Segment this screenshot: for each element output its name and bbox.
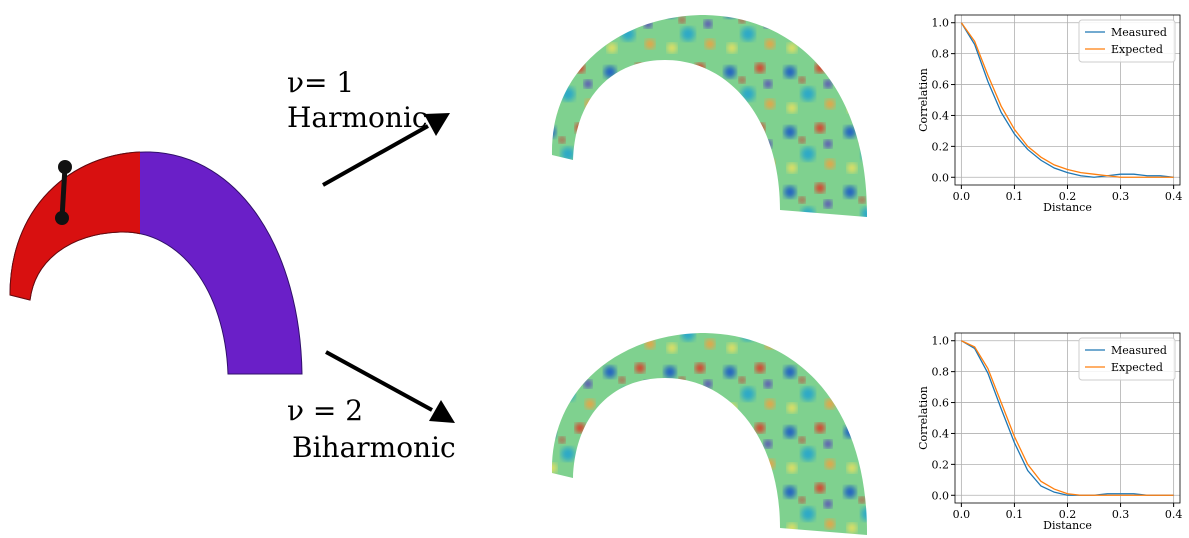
charts: 0.0 0.2 0.4 0.6 0.8 1.0 0.0 0.1 0.2 0.3 0.4 Distanc… [917,15,1182,532]
y-tick-label: 0.8 [932,366,950,379]
y-tick-label: 0.0 [932,171,950,184]
x-tick-label: 0.3 [1112,190,1130,203]
y-tick-label: 0.4 [932,427,950,440]
y-tick-label: 0.2 [932,458,950,471]
legend-label: Expected [1111,361,1163,374]
x-axis-label: Distance [1043,519,1092,532]
x-tick-label: 0.4 [1165,508,1183,521]
y-tick-label: 0.4 [932,109,950,122]
y-tick-label: 0.6 [932,79,950,92]
y-tick-label: 1.0 [932,17,950,30]
y-axis-label: Correlation [917,386,930,450]
method-label: Biharmonic [292,431,456,464]
x-tick-label: 0.0 [953,190,971,203]
nu-label: ν= 1 [287,66,354,99]
x-tick-label: 0.4 [1165,190,1183,203]
field-surface [552,333,867,535]
field-surface [552,15,867,217]
legend-label: Measured [1111,26,1167,39]
method-label: Harmonic [287,101,428,134]
x-tick-label: 0.3 [1112,508,1130,521]
nu-label: ν = 2 [287,394,363,427]
y-tick-label: 0.6 [932,397,950,410]
arrows [323,113,455,423]
figure: ν= 1 Harmonic ν = 2 Biharmonic 0.0 0.2 0.4… [0,0,1189,538]
y-tick-label: 0.0 [932,489,950,502]
x-axis-label: Distance [1043,201,1092,214]
y-tick-label: 1.0 [932,335,950,348]
x-tick-label: 0.1 [1006,190,1024,203]
x-tick-label: 0.1 [1006,508,1024,521]
y-tick-label: 0.8 [932,48,950,61]
x-tick-label: 0.0 [953,508,971,521]
y-axis-label: Correlation [917,68,930,132]
y-tick-label: 0.2 [932,140,950,153]
legend-label: Measured [1111,344,1167,357]
torus-mesh [10,152,302,374]
legend-label: Expected [1111,43,1163,56]
